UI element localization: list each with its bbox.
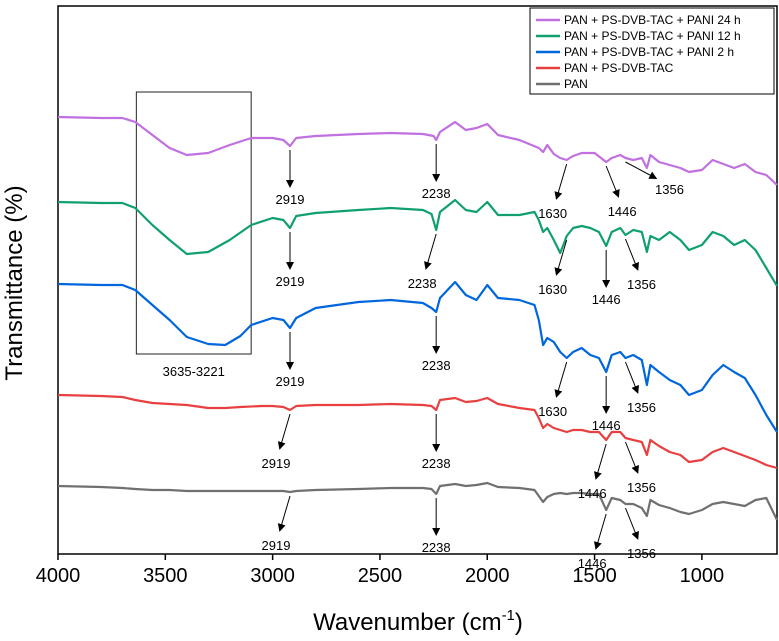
annotation-label-20: 2238 bbox=[422, 540, 451, 555]
annotation-arrow-4 bbox=[625, 161, 658, 179]
annotation-label-7: 1630 bbox=[538, 282, 567, 297]
annotation-label-16: 2238 bbox=[422, 456, 451, 471]
legend-label-0: PAN + PS-DVB-TAC + PANI 24 h bbox=[564, 13, 741, 27]
series-line-0 bbox=[57, 115, 778, 186]
x-axis-title-close: ) bbox=[515, 609, 523, 636]
annotation-label-15: 2919 bbox=[262, 456, 291, 471]
annotation-label-10: 2919 bbox=[276, 374, 305, 389]
annotation-arrow-12 bbox=[554, 361, 568, 398]
legend-label-4: PAN bbox=[564, 77, 588, 91]
annotation-label-6: 2238 bbox=[408, 276, 437, 291]
annotation-label-5: 2919 bbox=[276, 274, 305, 289]
annotation-arrow-22 bbox=[625, 507, 639, 540]
annotation-arrow-14 bbox=[625, 361, 639, 394]
annotation-label-17: 1446 bbox=[578, 486, 607, 501]
annotation-arrow-17 bbox=[594, 443, 607, 480]
x-tick-label-6: 1000 bbox=[680, 565, 725, 587]
annotation-label-19: 2919 bbox=[262, 538, 291, 553]
annotation-arrow-6 bbox=[424, 233, 437, 270]
annotation-group: 2919 2238 1630 1446 1356 2919 2238 1630 1446 1356… bbox=[262, 144, 684, 571]
annotation-arrow-9 bbox=[625, 238, 639, 271]
region-box: 3635-3221 bbox=[135, 91, 252, 379]
series-line-1 bbox=[57, 198, 778, 287]
plot-border bbox=[57, 5, 778, 555]
x-tick-label-3: 2500 bbox=[358, 565, 403, 587]
legend-label-3: PAN + PS-DVB-TAC bbox=[564, 61, 674, 75]
annotation-label-13: 1446 bbox=[592, 418, 621, 433]
x-axis-title: Wavenumber (cm-1) bbox=[313, 607, 523, 636]
x-tick-label-1: 3500 bbox=[143, 565, 188, 587]
annotation-arrow-7 bbox=[554, 239, 568, 276]
region-box-rect bbox=[135, 91, 252, 355]
x-tick-label-5: 1500 bbox=[572, 565, 617, 587]
legend-box bbox=[529, 7, 775, 95]
legend: PAN + PS-DVB-TAC + PANI 24 h PAN + PS-DVB… bbox=[529, 7, 775, 95]
plot-frame bbox=[57, 5, 778, 555]
series-line-4 bbox=[57, 481, 778, 521]
annotation-label-1: 2238 bbox=[422, 186, 451, 201]
legend-label-2: PAN + PS-DVB-TAC + PANI 2 h bbox=[564, 45, 734, 59]
annotation-arrow-3 bbox=[605, 165, 620, 198]
annotation-label-14: 1356 bbox=[627, 400, 656, 415]
x-tick-label-4: 2000 bbox=[465, 565, 510, 587]
annotation-arrow-19 bbox=[277, 495, 291, 532]
annotation-arrow-21 bbox=[594, 513, 607, 550]
annotation-label-11: 2238 bbox=[422, 358, 451, 373]
x-axis-title-main: Wavenumber (cm bbox=[313, 609, 501, 636]
series-line-2 bbox=[57, 280, 778, 433]
annotation-label-9: 1356 bbox=[627, 277, 656, 292]
x-tick-label-0: 4000 bbox=[36, 565, 81, 587]
annotation-label-3: 1446 bbox=[608, 204, 637, 219]
series-line-3 bbox=[57, 393, 778, 470]
annotation-label-18: 1356 bbox=[627, 480, 656, 495]
annotation-arrow-2 bbox=[554, 163, 568, 200]
annotation-arrow-18 bbox=[625, 441, 639, 474]
annotation-label-12: 1630 bbox=[538, 404, 567, 419]
annotation-label-21: 1446 bbox=[578, 556, 607, 571]
x-axis-title-sup: -1 bbox=[502, 607, 515, 624]
annotation-label-2: 1630 bbox=[538, 206, 567, 221]
region-box-label: 3635-3221 bbox=[163, 364, 225, 379]
annotation-label-4: 1356 bbox=[655, 182, 684, 197]
y-axis-title: Transmittance (%) bbox=[1, 185, 28, 380]
annotation-arrow-15 bbox=[277, 413, 291, 450]
x-axis: 4000 3500 3000 2500 2000 1500 1000 bbox=[36, 554, 724, 587]
series-group bbox=[57, 115, 778, 521]
annotation-label-0: 2919 bbox=[276, 192, 305, 207]
annotation-label-8: 1446 bbox=[592, 292, 621, 307]
annotation-label-22: 1356 bbox=[627, 546, 656, 561]
x-tick-label-2: 3000 bbox=[250, 565, 295, 587]
legend-label-1: PAN + PS-DVB-TAC + PANI 12 h bbox=[564, 29, 741, 43]
